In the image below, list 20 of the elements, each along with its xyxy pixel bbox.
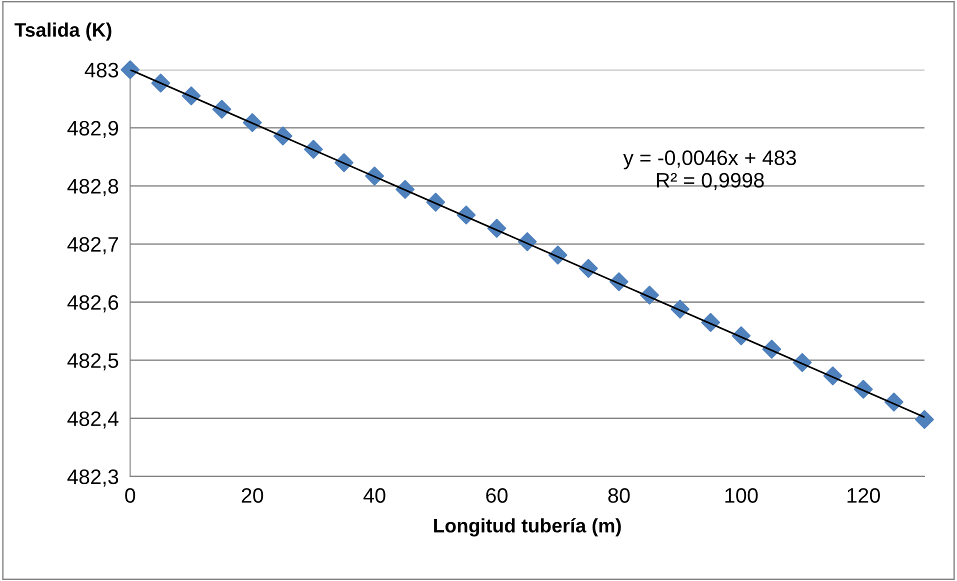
annotation: y = -0,0046x + 483 R² = 0,9998 [623, 150, 796, 190]
x-tick-label: 60 [486, 488, 508, 503]
x-tick-label: 100 [725, 488, 758, 503]
x-axis-title: Longitud tubería (m) [434, 518, 621, 536]
y-tick-label: 482,6 [67, 295, 118, 312]
x-tick-label: 40 [363, 488, 386, 503]
x-tick-label: 120 [848, 488, 880, 503]
y-tick-label: 483 [84, 62, 118, 78]
x-tick-label: 0 [125, 488, 136, 503]
x-tick-label: 20 [242, 488, 264, 503]
y-axis-title: Tsalida (K) [14, 22, 112, 41]
x-tick-label: 80 [608, 488, 630, 503]
y-tick-label: 482,8 [67, 178, 118, 196]
y-tick-label: 482,7 [67, 237, 118, 254]
y-tick-label: 482,5 [67, 353, 118, 370]
point [120, 60, 140, 80]
y-tick-label: 482,9 [67, 120, 118, 138]
y-tick-label: 482,3 [67, 469, 118, 487]
point [914, 410, 934, 429]
y-tick-label: 482,4 [67, 411, 118, 429]
